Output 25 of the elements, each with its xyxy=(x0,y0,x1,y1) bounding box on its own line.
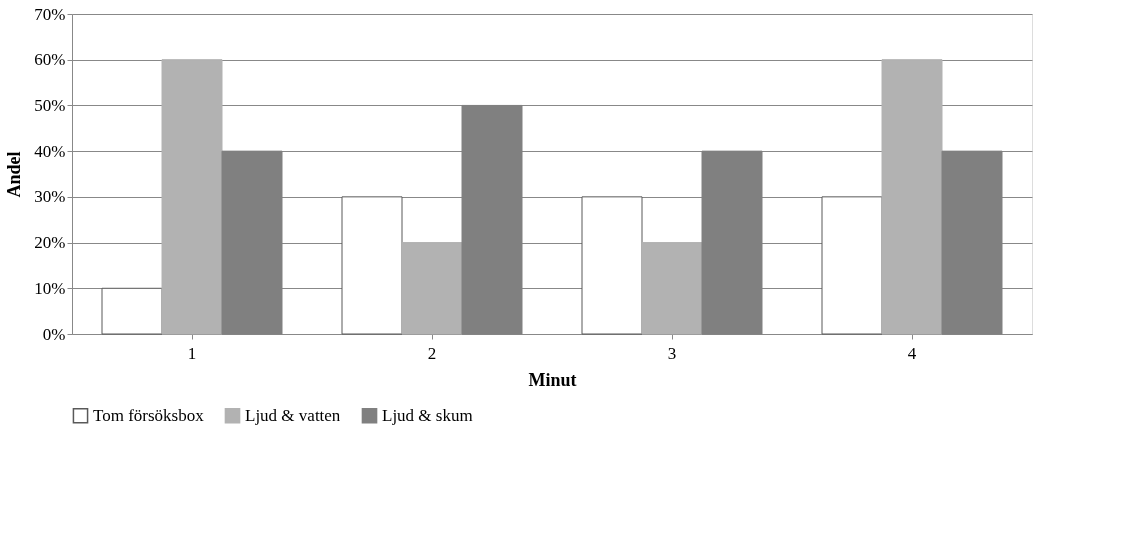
y-tick-label: 0% xyxy=(42,324,66,344)
bar xyxy=(641,242,703,335)
y-tick-label: 40% xyxy=(34,141,66,161)
bar xyxy=(401,242,463,335)
bar xyxy=(881,59,943,335)
legend-label: Tom försöksbox xyxy=(93,405,205,425)
y-tick-label: 10% xyxy=(34,278,66,298)
y-tick-label: 60% xyxy=(34,50,66,70)
bar xyxy=(101,287,163,335)
x-tick-label: 1 xyxy=(187,343,197,363)
y-axis-title: Andel xyxy=(4,151,25,198)
y-tick-label: 20% xyxy=(34,233,66,253)
legend-label: Ljud & vatten xyxy=(245,405,341,425)
x-tick-label: 4 xyxy=(907,343,917,363)
x-tick-label: 2 xyxy=(427,343,437,363)
legend-label: Ljud & skum xyxy=(382,405,473,425)
bar xyxy=(341,196,403,335)
bar xyxy=(581,196,643,335)
bar xyxy=(821,196,883,335)
y-tick-label: 50% xyxy=(34,95,66,115)
x-axis-title: Minut xyxy=(528,369,577,390)
y-tick-label: 30% xyxy=(34,187,66,207)
y-tick-label: 70% xyxy=(34,4,66,24)
x-tick-label: 3 xyxy=(667,343,677,363)
bar xyxy=(161,59,223,335)
